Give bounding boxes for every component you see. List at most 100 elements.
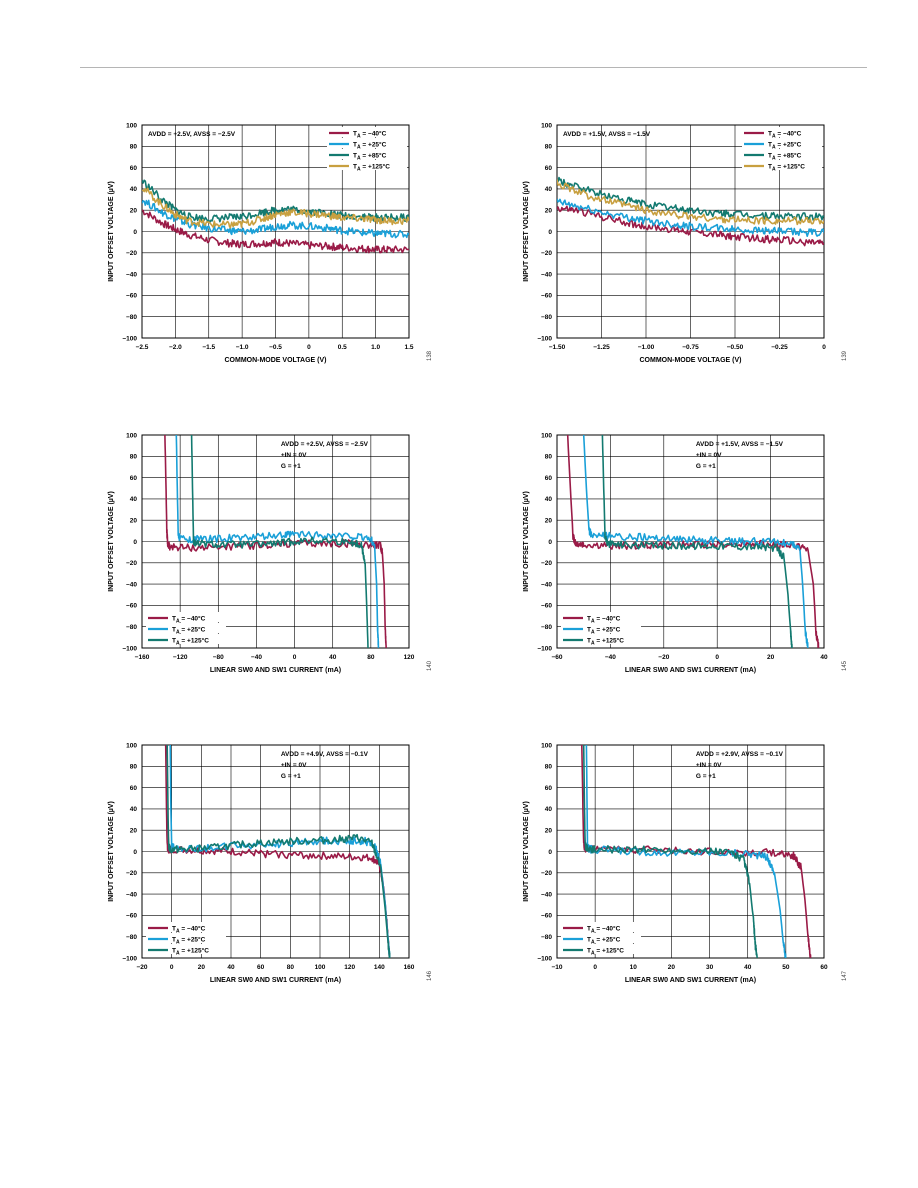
plot-frame (556, 744, 825, 959)
series-line (582, 745, 759, 958)
y-tick-label: 60 (130, 475, 138, 482)
legend-bg (561, 922, 641, 932)
plot-frame (141, 434, 410, 649)
annotation-text: AVDD = +2.5V, AVSS = −2.5V (148, 131, 236, 138)
x-tick-label: 10 (630, 964, 638, 971)
y-tick-label: 100 (541, 432, 552, 439)
x-tick-label: 0 (293, 654, 297, 661)
y-tick-label: 40 (545, 186, 553, 193)
y-axis-label: INPUT OFFSET VOLTAGE (µV) (523, 491, 530, 592)
y-tick-label: −60 (541, 293, 552, 300)
x-tick-label: −40 (251, 654, 262, 661)
y-tick-label: 20 (130, 518, 138, 525)
y-tick-label: −40 (126, 271, 137, 278)
x-tick-label: 120 (344, 964, 355, 971)
y-tick-label: −40 (541, 271, 552, 278)
legend-bg (742, 138, 822, 148)
legend-label: TA = +25°C (587, 626, 621, 636)
x-tick-label: −0.25 (771, 344, 788, 351)
x-axis-label: COMMON-MODE VOLTAGE (V) (639, 357, 741, 364)
series-line (190, 435, 369, 648)
legend-bg (146, 944, 226, 954)
annotation-text: AVDD = +2.9V, AVSS = −0.1V (696, 751, 784, 758)
legend-label: TA = +25°C (587, 936, 621, 946)
annotation-text: +IN = 0V (281, 762, 307, 769)
legend-bg (327, 160, 407, 170)
y-tick-label: 80 (545, 764, 553, 771)
y-tick-label: 20 (130, 208, 138, 215)
legend-label: TA = −40°C (768, 130, 802, 140)
y-tick-label: 80 (130, 454, 138, 461)
y-tick-label: −20 (541, 250, 552, 257)
legend-bg (742, 149, 822, 159)
y-tick-label: −20 (126, 560, 137, 567)
x-tick-label: 20 (668, 964, 676, 971)
annotation-text: +IN = 0V (281, 452, 307, 459)
series-line (175, 435, 380, 648)
series-line (557, 205, 824, 247)
y-tick-label: 0 (133, 539, 137, 546)
legend-label: TA = +85°C (353, 152, 387, 162)
series-line (166, 745, 391, 958)
x-tick-label: 0 (593, 964, 597, 971)
legend-bg (146, 623, 226, 633)
figure-id: 139 (842, 350, 848, 361)
annotation-text: AVDD = +1.5V, AVSS = −1.5V (696, 441, 784, 448)
legend-bg (146, 922, 226, 932)
x-axis-label: LINEAR SW0 AND SW1 CURRENT (mA) (210, 667, 341, 674)
figure-id: 146 (427, 970, 433, 981)
x-tick-label: 0 (170, 964, 174, 971)
legend-label: TA = −40°C (172, 925, 206, 935)
annotation-text: AVDD = +1.5V, AVSS = −1.5V (563, 131, 651, 138)
y-tick-label: 0 (548, 849, 552, 856)
legend-bg (146, 933, 226, 943)
x-tick-label: −0.5 (269, 344, 282, 351)
y-tick-label: −100 (537, 335, 552, 342)
x-tick-label: −20 (658, 654, 669, 661)
header-rule (80, 67, 867, 68)
y-tick-label: 20 (545, 828, 553, 835)
y-tick-label: −80 (541, 624, 552, 631)
series-line (142, 199, 409, 239)
y-tick-label: −60 (126, 293, 137, 300)
y-axis-label: INPUT OFFSET VOLTAGE (µV) (108, 801, 115, 902)
legend-bg (561, 612, 641, 622)
x-tick-label: −120 (173, 654, 188, 661)
y-tick-label: 100 (126, 122, 137, 129)
x-tick-label: 40 (744, 964, 752, 971)
series-group (164, 745, 391, 958)
legend-label: TA = +25°C (172, 936, 206, 946)
series-group (581, 745, 812, 958)
y-tick-label: −40 (541, 581, 552, 588)
chart-svg: −20 0 20 40 60 80 100 120 140 160 −100 −80 −60 −40 −20… (108, 742, 433, 984)
y-tick-label: −60 (126, 913, 137, 920)
y-tick-label: 80 (545, 144, 553, 151)
plot-area: −2.5 −2.0 −1.5 −1.0 −0.5 0 0.5 1.0 1.5 −100 −80 −60… (122, 122, 414, 351)
y-tick-label: −80 (541, 934, 552, 941)
y-tick-label: 0 (133, 229, 137, 236)
y-axis-label: INPUT OFFSET VOLTAGE (µV) (108, 181, 115, 282)
y-tick-label: 100 (126, 432, 137, 439)
legend-bg (561, 634, 641, 644)
legend-label: TA = +125°C (768, 163, 805, 173)
legend-bg (561, 933, 641, 943)
legend-label: TA = −40°C (172, 615, 206, 625)
legend-bg (742, 160, 822, 170)
y-tick-label: −80 (126, 934, 137, 941)
y-tick-label: 100 (541, 122, 552, 129)
y-tick-label: 100 (126, 742, 137, 749)
series-line (142, 187, 409, 229)
x-tick-label: −40 (605, 654, 616, 661)
y-axis-label: INPUT OFFSET VOLTAGE (µV) (108, 491, 115, 592)
x-axis-label: LINEAR SW0 AND SW1 CURRENT (mA) (625, 667, 756, 674)
series-line (566, 435, 820, 648)
x-tick-label: −80 (213, 654, 224, 661)
y-tick-label: 40 (130, 806, 138, 813)
x-tick-label: −160 (135, 654, 150, 661)
x-tick-label: 60 (257, 964, 265, 971)
y-tick-label: 40 (130, 496, 138, 503)
y-tick-label: 0 (133, 849, 137, 856)
y-tick-label: 20 (545, 518, 553, 525)
series-line (582, 435, 809, 648)
y-tick-label: 60 (545, 165, 553, 172)
